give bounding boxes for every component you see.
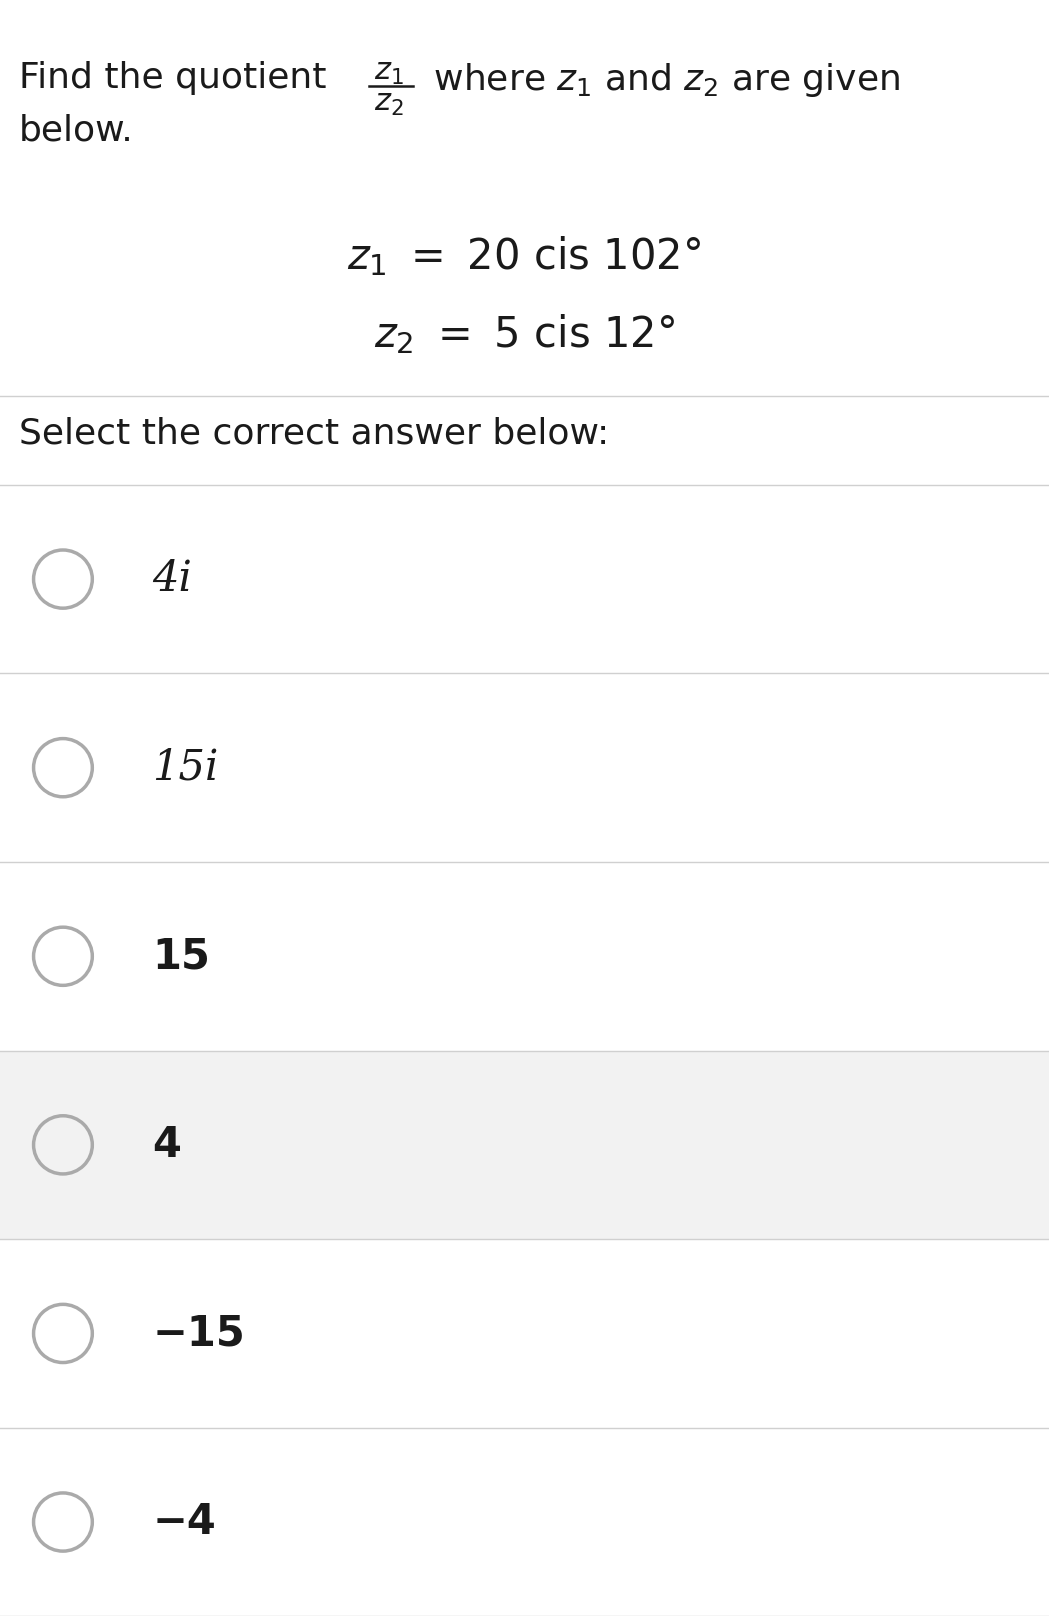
Text: −15: −15	[152, 1312, 244, 1354]
Text: $z_1\ =\ 20\ \mathrm{cis}\ 102°$: $z_1\ =\ 20\ \mathrm{cis}\ 102°$	[347, 234, 702, 278]
Text: 15i: 15i	[152, 747, 218, 789]
Text: $z_2\ =\ 5\ \mathrm{cis}\ 12°$: $z_2\ =\ 5\ \mathrm{cis}\ 12°$	[373, 312, 676, 356]
Bar	[0, 1050, 1049, 1239]
Text: where $z_1$ and $z_2$ are given: where $z_1$ and $z_2$ are given	[422, 61, 900, 100]
Text: Find the quotient: Find the quotient	[19, 61, 338, 95]
Text: 4i: 4i	[152, 558, 192, 600]
Text: $z_1$: $z_1$	[374, 58, 404, 87]
Text: −4: −4	[152, 1501, 216, 1543]
Text: 4: 4	[152, 1123, 181, 1165]
Text: below.: below.	[19, 113, 133, 147]
Text: 15: 15	[152, 936, 210, 978]
Text: Select the correct answer below:: Select the correct answer below:	[19, 417, 609, 451]
Text: $z_2$: $z_2$	[374, 89, 404, 118]
